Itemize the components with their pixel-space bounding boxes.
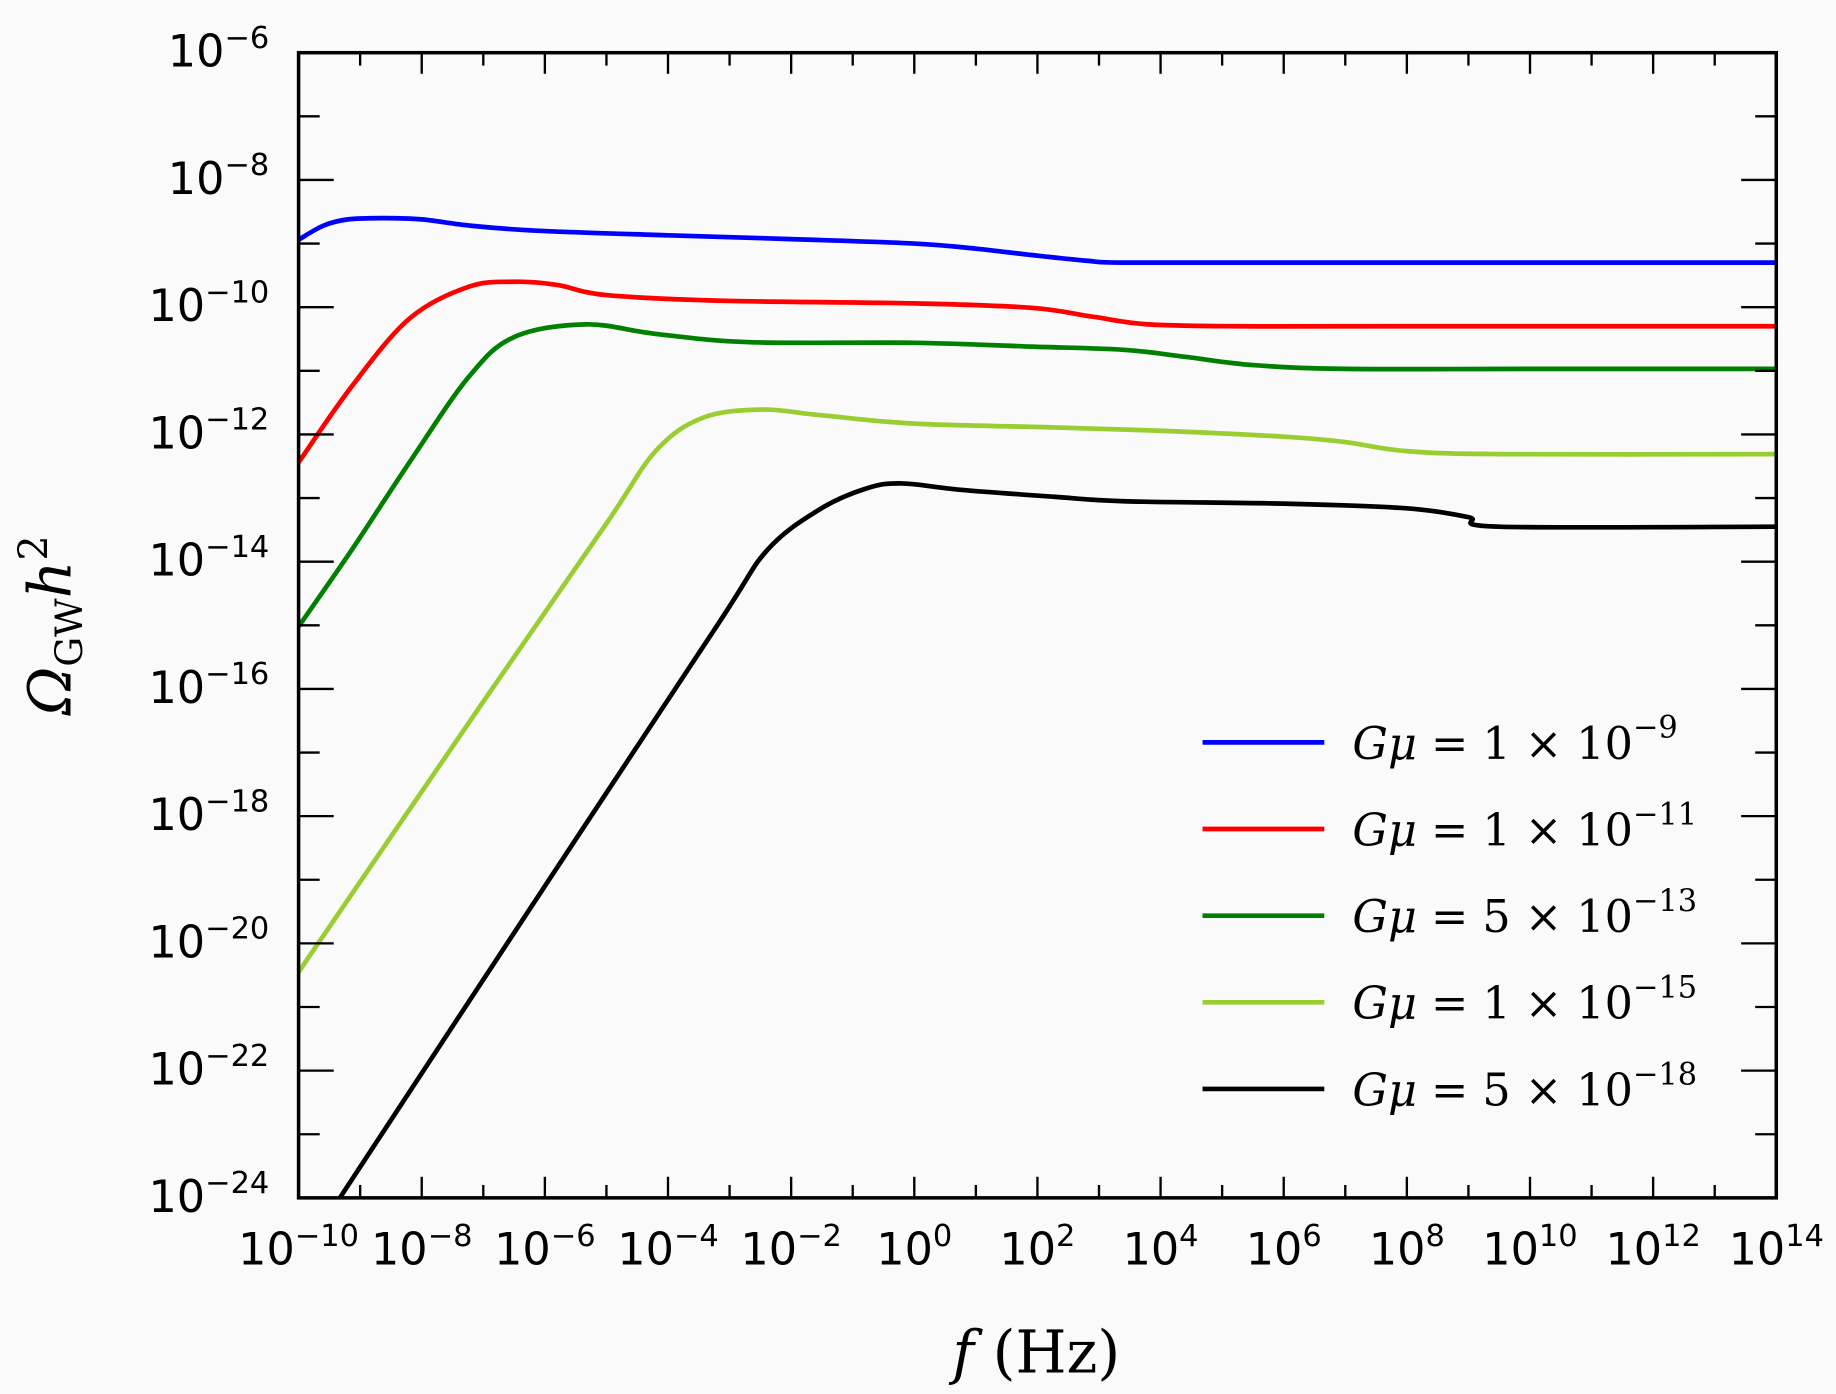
x-tick-label: 1014 (1729, 1219, 1824, 1276)
y-tick-label: 10−10 (148, 275, 269, 332)
y-tick-labels: 10−6 10−8 10−10 10−12 10−14 10−16 10−18 10−20 10… (148, 21, 269, 1223)
plot-curves (298, 215, 1777, 1198)
x-tick-label: 102 (999, 1219, 1075, 1276)
legend-label-1: Gμ = 1 × 10−9 (1352, 711, 1677, 770)
y-tick-label: 10−24 (148, 1166, 269, 1223)
legend-label-4: Gμ = 1 × 10−15 (1352, 971, 1697, 1030)
series-line-2 (298, 279, 1777, 464)
legend-label-5: Gμ = 5 × 10−18 (1352, 1057, 1697, 1116)
y-tick-label: 10−6 (168, 21, 269, 78)
x-tick-label: 108 (1369, 1219, 1445, 1276)
series-line-5 (337, 481, 1777, 1198)
y-tick-label: 10−12 (148, 403, 269, 460)
y-tick-label: 10−20 (148, 912, 269, 969)
x-tick-label: 104 (1123, 1219, 1199, 1276)
x-tick-label: 10−4 (617, 1219, 718, 1276)
series-line-4 (298, 407, 1777, 974)
legend: Gμ = 1 × 10−9 Gμ = 1 × 10−11 Gμ = 5 × 10−1… (1202, 711, 1697, 1116)
x-tick-label: 106 (1246, 1219, 1322, 1276)
legend-label-2: Gμ = 1 × 10−11 (1352, 797, 1697, 856)
y-tick-label: 10−16 (148, 657, 269, 714)
x-tick-label: 10−10 (238, 1219, 359, 1276)
x-tick-labels: 10−10 10−8 10−6 10−4 10−2 100 102 104 106 108 1010… (238, 1219, 1824, 1276)
legend-label-3: Gμ = 5 × 10−13 (1352, 884, 1697, 943)
series-line-3 (298, 322, 1777, 628)
y-tick-label: 10−8 (168, 148, 269, 205)
x-tick-label: 10−8 (371, 1219, 472, 1276)
y-tick-label: 10−18 (148, 784, 269, 841)
x-axis-label: f (Hz) (948, 1318, 1120, 1386)
y-tick-label: 10−14 (148, 530, 269, 587)
y-tick-label: 10−22 (148, 1039, 269, 1096)
series-line-1 (298, 215, 1777, 266)
x-tick-label: 100 (876, 1219, 952, 1276)
x-tick-label: 10−6 (494, 1219, 595, 1276)
plot-frame (296, 50, 1779, 1200)
x-tick-label: 10−2 (740, 1219, 841, 1276)
x-tick-label: 1010 (1482, 1219, 1577, 1276)
y-axis-label: ΩGWh2 (11, 535, 91, 716)
x-tick-label: 1012 (1605, 1219, 1700, 1276)
axis-ticks (298, 52, 1777, 1198)
